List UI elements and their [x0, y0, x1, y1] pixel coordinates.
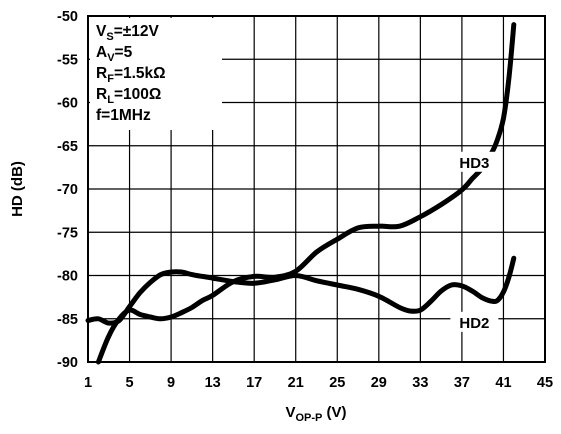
y-tick-label: -85	[57, 312, 78, 328]
x-tick-label: 21	[288, 375, 304, 391]
y-tick-label: -55	[57, 52, 78, 68]
x-tick-label: 5	[126, 375, 134, 391]
hd2-label-background	[450, 311, 499, 332]
series-labels: HD3 HD2	[450, 151, 499, 332]
x-tick-label: 1	[84, 375, 92, 391]
y-tick-label: -90	[57, 355, 78, 371]
y-tick-label: -80	[57, 269, 78, 285]
x-tick-label: 13	[205, 375, 221, 391]
x-tick-label: 41	[495, 375, 511, 391]
condition-line: f=1MHz	[96, 107, 151, 124]
y-tick-label: -60	[57, 96, 78, 112]
x-tick-labels: 1 5 9 13 17 21 25 29 33 37 41 45	[84, 375, 553, 391]
conditions-background	[90, 18, 222, 130]
x-tick-label: 29	[371, 375, 387, 391]
condition-line: RF=1.5kΩ	[96, 65, 166, 85]
hd3-label-background	[450, 151, 499, 172]
x-tick-label: 9	[167, 375, 175, 391]
y-tick-labels: -50 -55 -60 -65 -70 -75 -80 -85 -90	[57, 9, 78, 371]
condition-line: VS=±12V	[96, 23, 159, 43]
plot-frame	[87, 15, 546, 363]
x-axis-title: VOP-P (V)	[285, 404, 346, 424]
hd2-curve	[85, 255, 517, 326]
hd2-label: HD2	[459, 315, 489, 332]
x-tick-label: 25	[329, 375, 345, 391]
condition-line: RL=100Ω	[96, 86, 161, 106]
y-tick-label: -65	[57, 139, 78, 155]
y-tick-label: -50	[57, 9, 78, 25]
x-tick-label: 37	[454, 375, 470, 391]
hd3-label: HD3	[459, 155, 489, 172]
x-tick-label: 45	[537, 375, 553, 391]
condition-line: AV=5	[96, 44, 133, 64]
y-tick-label: -75	[57, 225, 78, 241]
x-tick-label: 17	[246, 375, 262, 391]
y-axis-title: HD (dB)	[9, 161, 26, 217]
x-tick-label: 33	[412, 375, 428, 391]
y-tick-label: -70	[57, 182, 78, 198]
